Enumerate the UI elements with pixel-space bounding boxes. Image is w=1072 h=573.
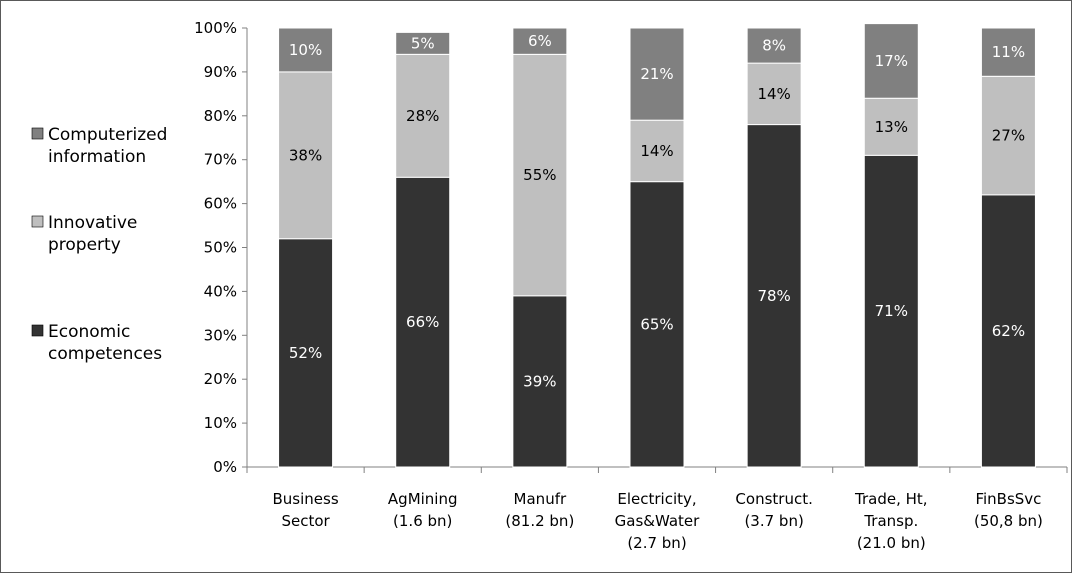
category-label: Business: [272, 490, 338, 508]
category-label: Trade, Ht,: [854, 490, 928, 508]
bar-segment: [863, 23, 919, 99]
data-label: 55%: [523, 166, 556, 184]
y-tick-label: 40%: [204, 282, 237, 300]
data-label: 71%: [875, 302, 908, 320]
data-label: 6%: [528, 32, 552, 50]
bar-segment: [278, 71, 334, 240]
category-label: Sector: [281, 512, 330, 530]
legend-label: Computerized: [48, 125, 167, 145]
bar-segment: [629, 119, 685, 183]
data-label: 62%: [992, 322, 1025, 340]
bar-segment: [278, 27, 334, 73]
data-label: 14%: [757, 85, 790, 103]
data-label: 17%: [875, 52, 908, 70]
legend-label: property: [48, 235, 121, 255]
category-label: (21.0 bn): [857, 534, 926, 552]
bar-segment: [512, 295, 568, 468]
legend-swatch: [31, 324, 44, 337]
bar-segment: [746, 27, 802, 64]
bar-segment: [512, 27, 568, 55]
y-tick-label: 70%: [204, 151, 237, 169]
bars: [278, 23, 1036, 468]
data-label: 38%: [289, 146, 322, 164]
data-label: 14%: [640, 142, 673, 160]
legend-label: competences: [48, 344, 162, 364]
data-label: 21%: [640, 65, 673, 83]
bar-segment: [629, 181, 685, 468]
bar-segment: [395, 176, 451, 468]
legend-label: Economic: [48, 322, 130, 342]
y-tick-label: 20%: [204, 370, 237, 388]
bar-segment: [629, 27, 685, 121]
y-tick-label: 50%: [204, 239, 237, 257]
category-label: (3.7 bn): [744, 512, 803, 530]
data-label: 5%: [411, 34, 435, 52]
y-tick-label: 60%: [204, 195, 237, 213]
category-label: (81.2 bn): [505, 512, 574, 530]
bar-segment: [980, 194, 1036, 468]
data-label: 28%: [406, 107, 439, 125]
data-label: 39%: [523, 372, 556, 390]
category-label: Electricity,: [617, 490, 696, 508]
category-label: Construct.: [735, 490, 812, 508]
data-labels: 52% 38% 10% 66% 28% 5% 39% 55% 6% 65% 14% 21% 78% 14%…: [289, 32, 1025, 390]
bar-segment: [980, 75, 1036, 196]
category-label: (50,8 bn): [974, 512, 1043, 530]
data-label: 10%: [289, 41, 322, 59]
legend-swatch: [31, 215, 44, 228]
y-tick-label: 100%: [194, 19, 237, 37]
data-label: 13%: [875, 118, 908, 136]
data-label: 65%: [640, 315, 673, 333]
y-tick-label: 10%: [204, 414, 237, 432]
bar-segment: [395, 31, 451, 55]
bar-segment: [278, 238, 334, 468]
category-label: AgMining: [388, 490, 458, 508]
category-label: Manufr: [514, 490, 567, 508]
data-label: 11%: [992, 43, 1025, 61]
category-label: (2.7 bn): [627, 534, 686, 552]
data-label: 66%: [406, 313, 439, 331]
axes: 0% 10% 20% 30% 40% 50% 60% 70% 80% 90% 100% Busines…: [194, 19, 1068, 552]
bar-segment: [395, 53, 451, 178]
y-tick-label: 0%: [213, 458, 237, 476]
legend-label: Innovative: [48, 213, 137, 233]
data-label: 8%: [762, 37, 786, 55]
category-label: FinBsSvc: [975, 490, 1041, 508]
legend-swatch: [31, 127, 44, 140]
y-tick-label: 90%: [204, 63, 237, 81]
bar-segment: [980, 27, 1036, 77]
bar-segment: [746, 124, 802, 468]
data-label: 52%: [289, 344, 322, 362]
data-label: 27%: [992, 127, 1025, 145]
category-label: Transp.: [863, 512, 918, 530]
data-label: 78%: [757, 287, 790, 305]
category-label: Gas&Water: [615, 512, 701, 530]
legend-label: information: [48, 147, 146, 167]
category-label: (1.6 bn): [393, 512, 452, 530]
y-tick-label: 80%: [204, 107, 237, 125]
y-tick-label: 30%: [204, 326, 237, 344]
